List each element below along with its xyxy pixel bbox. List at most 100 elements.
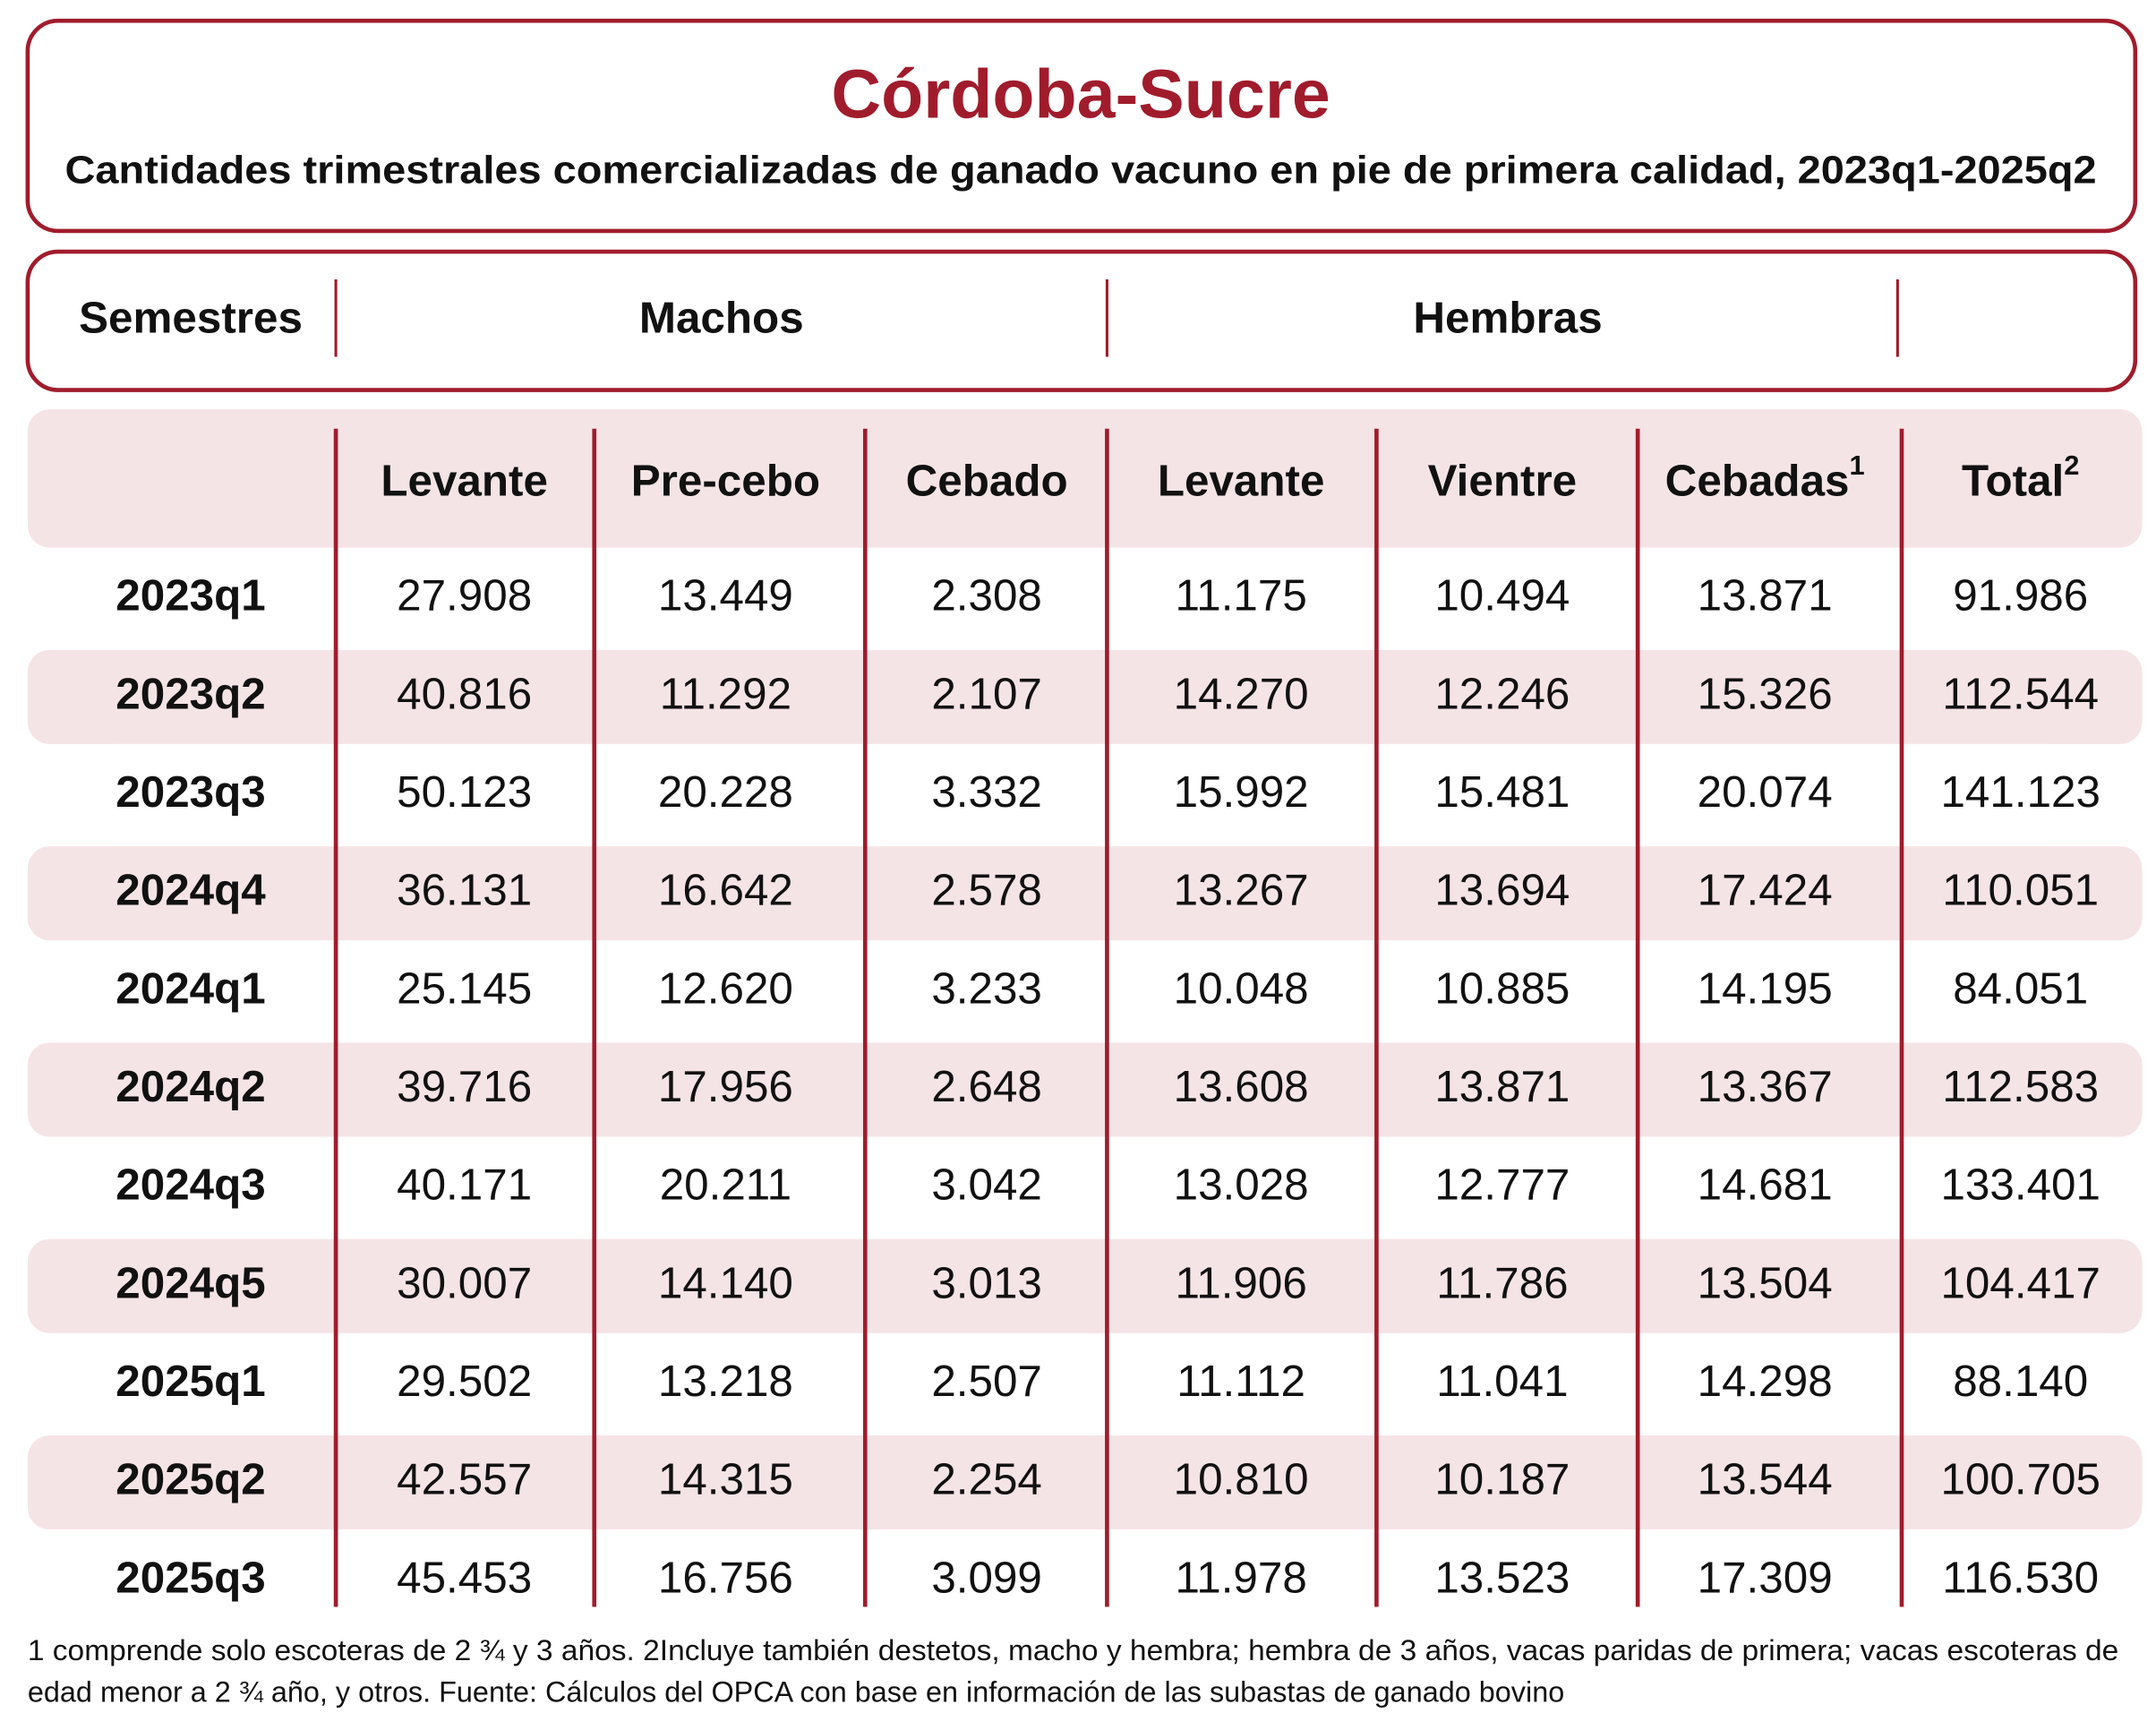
cell: 17.956 bbox=[658, 1062, 793, 1111]
row-label: 2023q3 bbox=[116, 767, 265, 817]
cell: 13.218 bbox=[658, 1357, 793, 1406]
column-header-label: Vientre bbox=[1428, 457, 1578, 506]
cell: 3.233 bbox=[931, 963, 1042, 1013]
cell: 10.187 bbox=[1434, 1455, 1570, 1504]
cell: 12.777 bbox=[1434, 1160, 1570, 1210]
cell: 11.112 bbox=[1176, 1357, 1305, 1406]
cell: 15.481 bbox=[1434, 767, 1570, 817]
column-header: Total2 bbox=[1962, 450, 2079, 505]
column-header: Pre-cebo bbox=[631, 457, 820, 506]
cell: 2.254 bbox=[931, 1455, 1042, 1504]
cell: 10.885 bbox=[1434, 963, 1570, 1013]
cell: 29.502 bbox=[397, 1357, 532, 1406]
cell: 10.810 bbox=[1174, 1455, 1309, 1504]
cell: 13.028 bbox=[1174, 1160, 1309, 1210]
cell: 11.906 bbox=[1175, 1258, 1306, 1307]
column-header-label: Pre-cebo bbox=[631, 457, 820, 506]
cell: 12.246 bbox=[1434, 669, 1570, 718]
cell: 11.292 bbox=[660, 669, 791, 718]
cell: 3.013 bbox=[931, 1258, 1042, 1307]
group-label: Machos bbox=[639, 293, 804, 342]
row-label: 2023q1 bbox=[116, 571, 265, 621]
row-band bbox=[27, 1042, 2143, 1137]
cell: 15.326 bbox=[1698, 669, 1833, 718]
cell: 39.716 bbox=[397, 1062, 532, 1111]
column-header: Vientre bbox=[1428, 457, 1578, 506]
cell: 45.453 bbox=[397, 1553, 532, 1602]
cell: 40.171 bbox=[397, 1160, 532, 1210]
cell: 13.694 bbox=[1434, 866, 1570, 915]
cell: 2.107 bbox=[931, 669, 1042, 718]
column-header-label: Total bbox=[1962, 457, 2064, 506]
cell: 110.051 bbox=[1942, 866, 2099, 915]
group-label: Hembras bbox=[1413, 293, 1602, 342]
cell: 14.315 bbox=[658, 1455, 793, 1504]
cell: 13.504 bbox=[1698, 1258, 1833, 1307]
cell: 3.042 bbox=[931, 1160, 1042, 1210]
cell: 20.211 bbox=[660, 1160, 791, 1210]
cell: 40.816 bbox=[397, 669, 532, 718]
column-header: Levante bbox=[1158, 457, 1325, 506]
cell: 100.705 bbox=[1940, 1455, 2100, 1504]
column-header-label: Levante bbox=[1158, 457, 1325, 506]
column-header-label: Levante bbox=[381, 457, 548, 506]
row-band bbox=[27, 1238, 2143, 1333]
cell: 84.051 bbox=[1953, 963, 2088, 1013]
row-label: 2024q5 bbox=[116, 1258, 265, 1307]
cell: 20.228 bbox=[658, 767, 793, 817]
cell: 10.048 bbox=[1174, 963, 1309, 1013]
column-header: Levante bbox=[381, 457, 548, 506]
footnote: 1 comprende solo escoteras de 2 ¾ y 3 añ… bbox=[28, 1634, 2118, 1666]
cell: 13.367 bbox=[1698, 1062, 1833, 1111]
column-header: Cebado bbox=[906, 457, 1068, 506]
row-label: 2024q4 bbox=[116, 866, 266, 915]
cell: 116.530 bbox=[1942, 1553, 2099, 1602]
column-header-label: Cebado bbox=[906, 457, 1068, 506]
cell: 3.332 bbox=[931, 767, 1042, 817]
row-label: 2025q1 bbox=[116, 1357, 265, 1406]
column-header-sup: 2 bbox=[2064, 450, 2079, 481]
cell: 15.992 bbox=[1174, 767, 1309, 817]
cell: 10.494 bbox=[1434, 571, 1570, 621]
group-label: Semestres bbox=[79, 293, 303, 342]
column-header-sup: 1 bbox=[1849, 450, 1864, 481]
row-label: 2023q2 bbox=[116, 669, 265, 718]
cell: 11.175 bbox=[1175, 571, 1306, 621]
cell: 20.074 bbox=[1698, 767, 1833, 817]
cell: 14.681 bbox=[1698, 1160, 1833, 1210]
footnote: edad menor a 2 ¾ año, y otros. Fuente: C… bbox=[28, 1675, 1564, 1708]
cell: 36.131 bbox=[397, 866, 532, 915]
cell: 13.523 bbox=[1434, 1553, 1570, 1602]
cell: 13.608 bbox=[1174, 1062, 1309, 1111]
cell: 2.507 bbox=[931, 1357, 1042, 1406]
header-band bbox=[27, 409, 2143, 548]
subtitle: Cantidades trimestrales comercializadas … bbox=[65, 149, 2097, 192]
cell: 112.583 bbox=[1942, 1062, 2099, 1111]
cell: 141.123 bbox=[1940, 767, 2100, 817]
row-label: 2025q2 bbox=[116, 1455, 265, 1504]
cell: 14.140 bbox=[658, 1258, 793, 1307]
title-box bbox=[25, 18, 2138, 234]
cell: 2.578 bbox=[931, 866, 1042, 915]
cell: 3.099 bbox=[931, 1553, 1042, 1602]
cell: 13.544 bbox=[1698, 1455, 1833, 1504]
row-label: 2024q2 bbox=[116, 1062, 265, 1111]
cell: 2.648 bbox=[931, 1062, 1042, 1111]
cell: 112.544 bbox=[1942, 669, 2099, 718]
cell: 30.007 bbox=[397, 1258, 532, 1307]
cell: 25.145 bbox=[397, 963, 532, 1013]
row-label: 2025q3 bbox=[116, 1553, 265, 1602]
row-label: 2024q1 bbox=[116, 963, 265, 1013]
cell: 11.786 bbox=[1436, 1258, 1568, 1307]
row-band bbox=[27, 649, 2143, 744]
cell: 14.195 bbox=[1698, 963, 1833, 1013]
cell: 13.871 bbox=[1434, 1062, 1570, 1111]
cell: 16.642 bbox=[658, 866, 793, 915]
group-box bbox=[25, 249, 2138, 392]
column-header-label: Cebadas bbox=[1665, 457, 1850, 506]
cell: 14.298 bbox=[1698, 1357, 1833, 1406]
cell: 88.140 bbox=[1953, 1357, 2088, 1406]
cell: 12.620 bbox=[658, 963, 793, 1013]
